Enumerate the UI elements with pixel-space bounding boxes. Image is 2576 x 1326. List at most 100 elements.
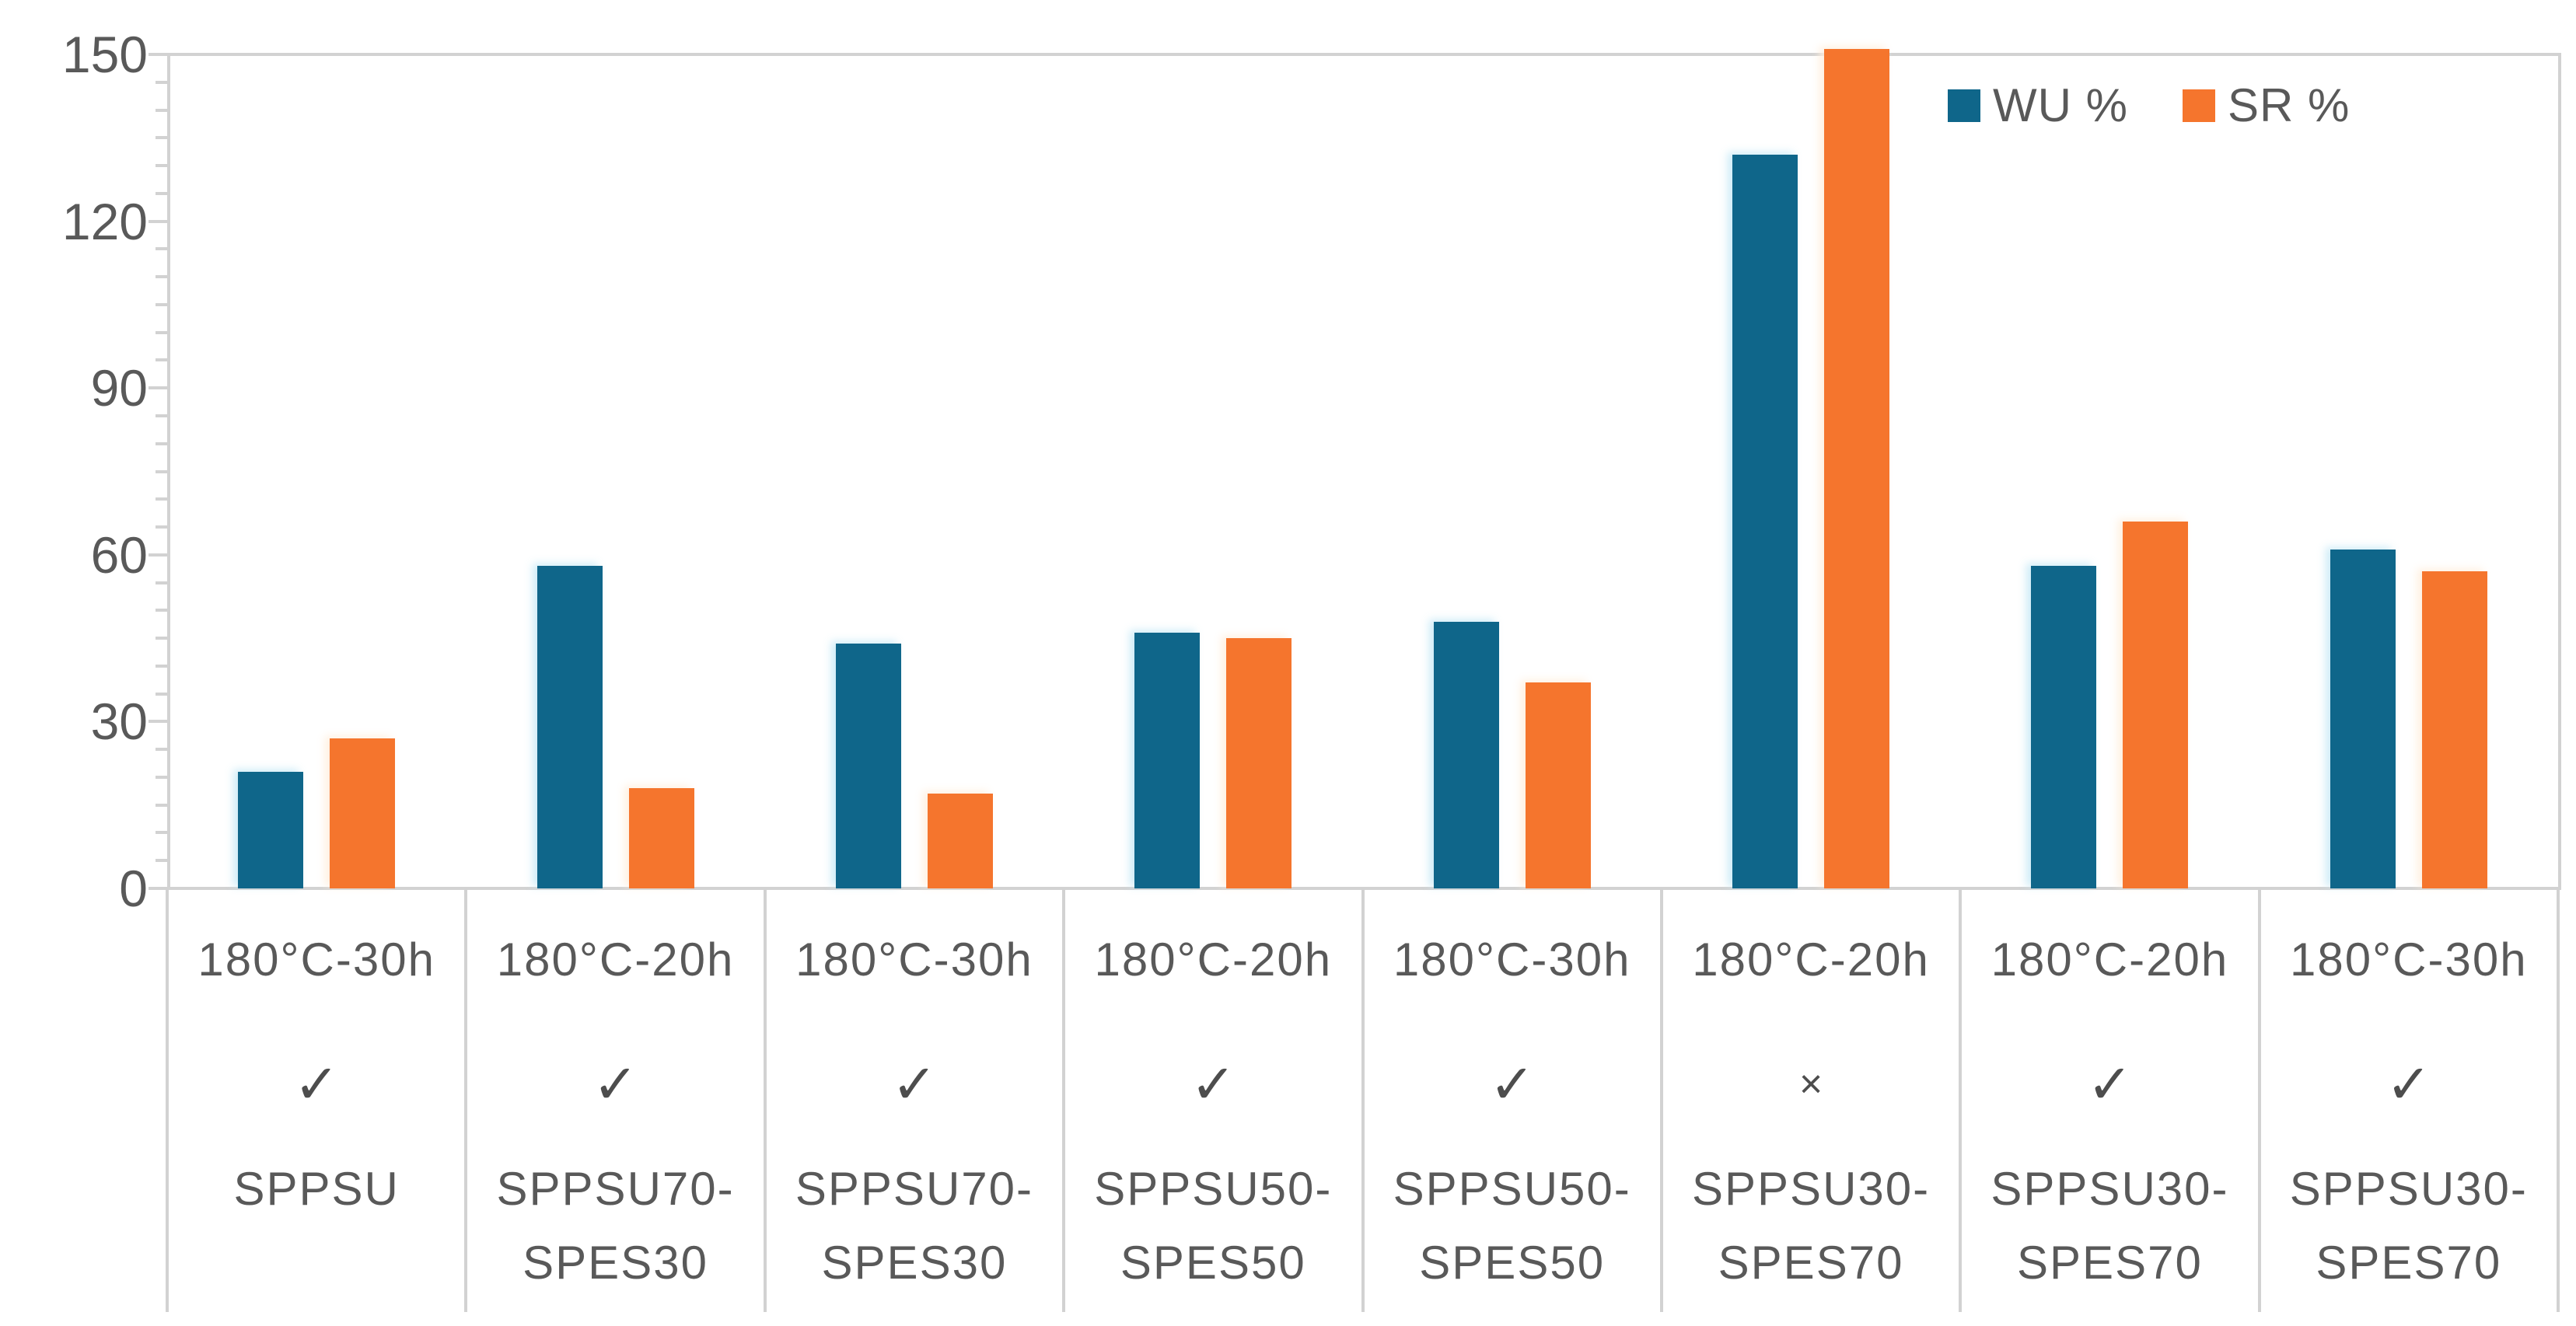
check-icon: ✓: [592, 1054, 638, 1115]
bar-wu: [1732, 154, 1798, 888]
membrane-name-label: SPPSU30- SPES70: [1662, 1152, 1960, 1300]
y-tick-label: 30: [90, 693, 148, 751]
bar-wu: [537, 566, 603, 888]
legend-label-wu: WU %: [1993, 79, 2128, 131]
y-minor-tick: [156, 80, 167, 84]
y-minor-tick: [156, 748, 167, 752]
y-major-tick: [149, 553, 167, 557]
membrane-name-label: SPPSU: [167, 1152, 466, 1226]
y-minor-tick: [156, 692, 167, 696]
y-minor-tick: [156, 859, 167, 863]
y-minor-tick: [156, 441, 167, 445]
y-minor-tick: [156, 775, 167, 779]
membrane-name-line: SPPSU70-: [795, 1163, 1033, 1215]
y-minor-tick: [156, 497, 167, 501]
check-icon: ✓: [891, 1054, 938, 1115]
membrane-name-label: SPPSU30- SPES70: [1960, 1152, 2259, 1300]
category-separator: [2557, 888, 2560, 1312]
y-major-tick: [149, 887, 167, 890]
y-tick-label: 90: [90, 359, 148, 417]
y-minor-tick: [156, 108, 167, 112]
condition-label: 180°C-30h: [795, 933, 1033, 986]
membrane-name-label: SPPSU50- SPES50: [1363, 1152, 1662, 1300]
y-minor-tick: [156, 609, 167, 612]
y-axis-line: [167, 53, 170, 890]
y-minor-tick: [156, 803, 167, 807]
y-minor-tick: [156, 302, 167, 306]
bar-sr: [330, 738, 396, 888]
check-icon: ✓: [1489, 1054, 1536, 1115]
category-separator: [1361, 888, 1365, 1312]
membrane-name-label: SPPSU50- SPES50: [1064, 1152, 1362, 1300]
membrane-name-label: SPPSU30- SPES70: [2260, 1152, 2558, 1300]
y-minor-tick: [156, 164, 167, 168]
y-minor-tick: [156, 330, 167, 334]
y-minor-tick: [156, 581, 167, 584]
check-icon: ✓: [2386, 1054, 2432, 1115]
y-tick-label: 120: [61, 192, 148, 250]
y-minor-tick: [156, 525, 167, 529]
legend: WU % SR %: [1948, 81, 2404, 131]
category-separator: [1062, 888, 1066, 1312]
membrane-name-line: SPPSU70-: [496, 1163, 735, 1215]
condition-label: 180°C-30h: [1393, 933, 1631, 986]
condition-label: 180°C-20h: [496, 933, 735, 986]
membrane-name-line: SPPSU50-: [1094, 1163, 1333, 1215]
bar-wu: [2031, 566, 2097, 888]
category-separator: [1959, 888, 1963, 1312]
x-axis-baseline: [167, 887, 2561, 890]
bar-wu: [835, 644, 901, 888]
category-separator: [464, 888, 468, 1312]
y-minor-tick: [156, 469, 167, 473]
bar-wu: [2330, 549, 2396, 888]
y-minor-tick: [156, 664, 167, 668]
membrane-name-line: SPPSU30-: [1691, 1163, 1931, 1215]
wu-series-swatch-icon: [1948, 89, 1980, 122]
membrane-name-line: SPES30: [523, 1237, 708, 1289]
plot-top-border: [167, 53, 2561, 56]
condition-label: 180°C-20h: [1991, 933, 2229, 986]
bar-sr: [927, 794, 993, 888]
membrane-name-line: SPES50: [1120, 1237, 1306, 1289]
condition-label: 180°C-30h: [197, 933, 435, 986]
y-minor-tick: [156, 637, 167, 640]
membrane-name-line: SPPSU50-: [1393, 1163, 1631, 1215]
y-minor-tick: [156, 136, 167, 140]
bar-wu: [1134, 632, 1201, 888]
condition-label: 180°C-30h: [2290, 933, 2528, 986]
check-icon: ✓: [1190, 1054, 1236, 1115]
category-separator: [166, 888, 169, 1312]
membrane-name-line: SPES50: [1419, 1237, 1606, 1289]
y-major-tick: [149, 720, 167, 724]
y-major-tick: [149, 386, 167, 390]
category-separator: [763, 888, 767, 1312]
sr-series-swatch-icon: [2182, 89, 2215, 122]
legend-item-wu: WU %: [1948, 81, 2128, 131]
y-minor-tick: [156, 414, 167, 417]
y-minor-tick: [156, 275, 167, 279]
membrane-name-line: SPPSU30-: [2289, 1163, 2528, 1215]
check-icon: ✓: [293, 1054, 340, 1115]
y-tick-label: 0: [119, 860, 148, 917]
plot-right-border: [2558, 53, 2561, 890]
condition-label: 180°C-20h: [1094, 933, 1333, 986]
condition-label: 180°C-20h: [1692, 933, 1930, 986]
membrane-name-line: SPES70: [1718, 1237, 1904, 1289]
y-minor-tick: [156, 358, 167, 362]
y-major-tick: [149, 53, 167, 56]
cross-icon: ×: [1798, 1062, 1823, 1107]
membrane-name-line: SPES70: [2316, 1237, 2502, 1289]
membrane-name-line: SPPSU: [233, 1163, 400, 1215]
y-tick-label: 60: [90, 525, 148, 584]
category-separator: [1659, 888, 1663, 1312]
membrane-name-line: SPPSU30-: [1991, 1163, 2229, 1215]
y-minor-tick: [156, 191, 167, 195]
membrane-name-label: SPPSU70- SPES30: [765, 1152, 1064, 1300]
bar-sr: [1525, 682, 1591, 888]
legend-item-sr: SR %: [2182, 81, 2350, 131]
y-tick-label: 150: [61, 26, 148, 83]
membrane-name-line: SPES70: [2017, 1237, 2203, 1289]
bar-sr: [2421, 571, 2487, 888]
bar-wu: [238, 771, 304, 888]
